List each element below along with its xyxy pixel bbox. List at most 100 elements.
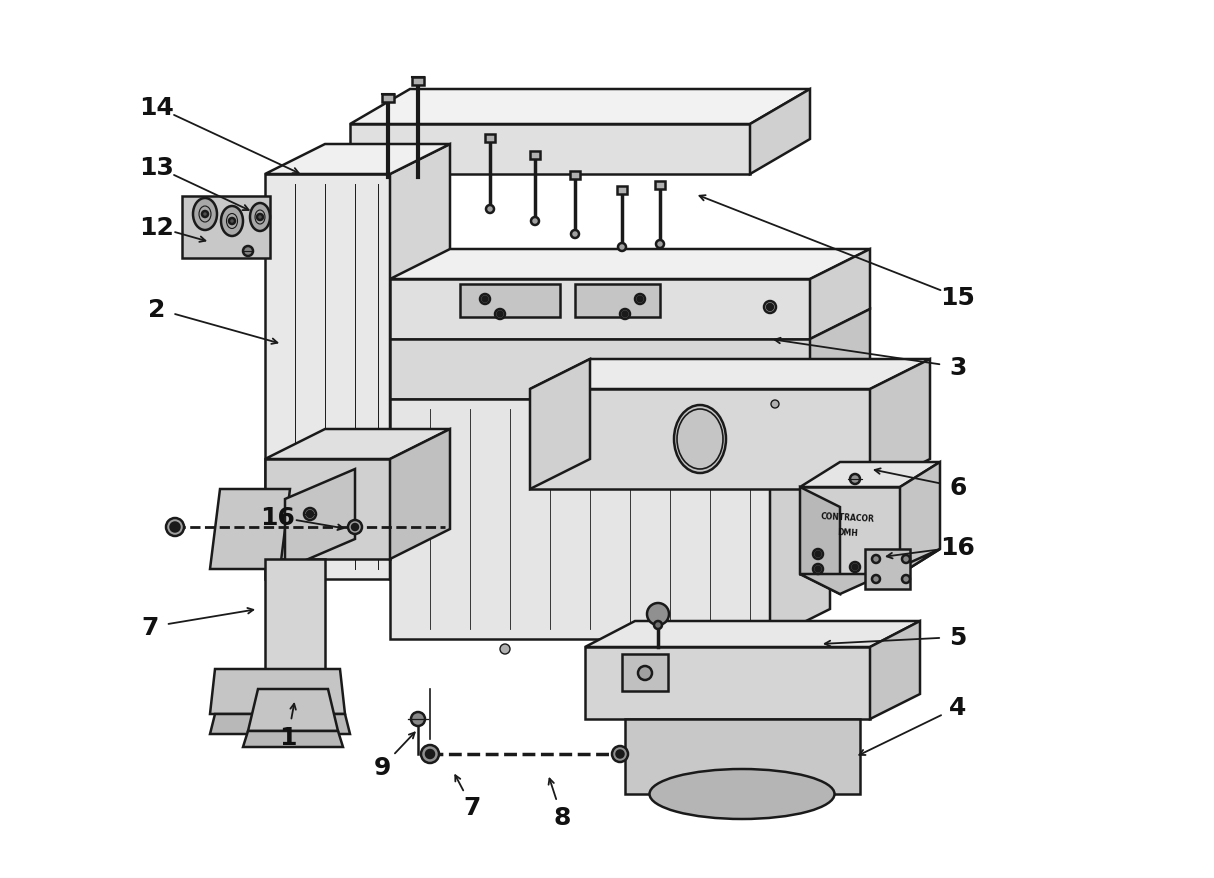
Bar (656, 182, 665, 190)
Polygon shape (750, 90, 810, 175)
Circle shape (352, 524, 358, 530)
Polygon shape (350, 90, 810, 125)
Polygon shape (575, 284, 660, 318)
Circle shape (813, 550, 823, 559)
Circle shape (620, 310, 630, 320)
Circle shape (166, 518, 185, 536)
Text: 8: 8 (554, 805, 571, 829)
Text: CONTRACOR: CONTRACOR (821, 512, 875, 523)
Polygon shape (265, 175, 390, 579)
Polygon shape (900, 463, 940, 574)
Polygon shape (585, 622, 920, 647)
Circle shape (480, 295, 490, 305)
Polygon shape (625, 719, 860, 794)
Polygon shape (870, 622, 920, 719)
Bar (571, 172, 580, 180)
Circle shape (850, 563, 860, 572)
Text: 16: 16 (261, 506, 295, 529)
Circle shape (850, 474, 860, 485)
Polygon shape (210, 489, 290, 569)
Polygon shape (265, 145, 450, 175)
Polygon shape (210, 714, 350, 734)
Circle shape (639, 666, 652, 680)
Polygon shape (265, 459, 390, 559)
Circle shape (764, 302, 776, 313)
Text: 14: 14 (140, 96, 175, 120)
Polygon shape (350, 125, 750, 175)
Circle shape (647, 603, 669, 625)
Circle shape (872, 575, 880, 583)
Circle shape (412, 712, 425, 726)
Ellipse shape (649, 769, 834, 819)
Circle shape (500, 644, 510, 654)
Circle shape (617, 751, 624, 758)
Polygon shape (866, 550, 910, 589)
Polygon shape (390, 145, 450, 579)
Text: 3: 3 (949, 356, 966, 379)
Bar (617, 187, 626, 195)
Polygon shape (531, 390, 870, 489)
Circle shape (771, 400, 779, 408)
Polygon shape (531, 360, 930, 390)
Text: 12: 12 (140, 216, 175, 240)
Polygon shape (265, 429, 450, 459)
Text: 13: 13 (140, 155, 175, 180)
Circle shape (486, 205, 494, 213)
Polygon shape (390, 399, 770, 639)
Text: 16: 16 (941, 536, 975, 559)
Polygon shape (243, 731, 344, 747)
Circle shape (637, 297, 642, 302)
Polygon shape (870, 360, 930, 489)
Circle shape (482, 297, 488, 302)
Circle shape (635, 295, 645, 305)
Ellipse shape (250, 204, 270, 232)
Polygon shape (390, 429, 450, 559)
Circle shape (498, 313, 503, 317)
Polygon shape (810, 249, 870, 340)
Polygon shape (390, 340, 810, 399)
Text: 4: 4 (949, 695, 966, 719)
Circle shape (304, 508, 316, 521)
Polygon shape (800, 550, 940, 594)
Polygon shape (585, 647, 870, 719)
Text: 15: 15 (941, 285, 975, 310)
Polygon shape (390, 249, 870, 280)
Circle shape (170, 523, 180, 532)
Circle shape (618, 244, 626, 252)
Polygon shape (248, 689, 337, 731)
Polygon shape (800, 487, 900, 574)
Circle shape (229, 219, 236, 225)
Bar (382, 95, 395, 103)
Text: 7: 7 (464, 795, 481, 819)
Polygon shape (622, 654, 668, 691)
Text: 6: 6 (949, 476, 966, 500)
Circle shape (426, 750, 433, 758)
Circle shape (202, 212, 208, 218)
Circle shape (654, 622, 662, 630)
Circle shape (348, 521, 362, 535)
Ellipse shape (221, 206, 243, 237)
Polygon shape (810, 310, 870, 399)
Circle shape (257, 215, 263, 220)
Text: 9: 9 (374, 755, 391, 779)
Circle shape (612, 746, 628, 762)
Circle shape (813, 565, 823, 574)
Polygon shape (800, 463, 940, 487)
Polygon shape (531, 360, 590, 489)
Circle shape (902, 575, 910, 583)
Circle shape (531, 218, 539, 226)
Ellipse shape (193, 198, 217, 231)
Circle shape (656, 241, 664, 248)
Circle shape (623, 313, 628, 317)
Polygon shape (800, 487, 840, 594)
Circle shape (816, 552, 821, 557)
Circle shape (816, 567, 821, 572)
Text: 7: 7 (141, 615, 159, 639)
Circle shape (495, 310, 505, 320)
Bar (486, 135, 495, 143)
Ellipse shape (674, 406, 726, 473)
Polygon shape (210, 669, 345, 714)
Circle shape (872, 556, 880, 564)
Bar (182, 197, 270, 259)
Polygon shape (265, 559, 325, 680)
